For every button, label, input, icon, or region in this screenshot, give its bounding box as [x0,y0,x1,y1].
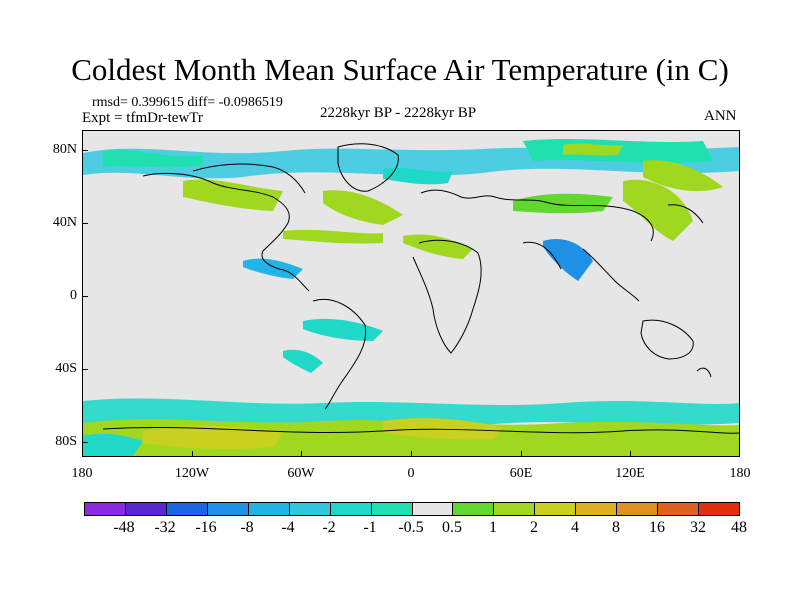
colorbar-label: -1 [363,519,377,536]
colorbar-swatch [494,503,536,515]
lon-label-0: 0 [407,466,415,481]
lon-tick [411,451,412,457]
colorbar [84,502,740,516]
lat-label-80n: 80N [52,142,77,157]
lon-label-60e: 60E [509,466,533,481]
colorbar-swatch [576,503,618,515]
colorbar-label: 16 [649,519,665,536]
colorbar-label: 4 [571,519,579,536]
world-map [83,139,739,456]
colorbar-swatch [330,503,372,515]
lat-tick [82,296,88,297]
season-label: ANN [704,108,737,124]
colorbar-label: -16 [195,519,217,536]
lon-label-120w: 120W [174,466,210,481]
colorbar-swatch [617,503,659,515]
colorbar-swatch [412,503,454,515]
stats-label: rmsd= 0.399615 diff= -0.0986519 [92,95,283,110]
colorbar-label: -48 [113,519,135,536]
chart-title: Coldest Month Mean Surface Air Temperatu… [71,52,729,87]
colorbar-label: -4 [281,519,295,536]
lat-label-80s: 80S [55,434,77,449]
lat-tick [82,442,88,443]
colorbar-label: 32 [690,519,706,536]
colorbar-swatch [289,503,331,515]
colorbar-swatch [125,503,167,515]
lon-label-60w: 60W [287,466,315,481]
lon-label-180w: 180 [71,466,93,481]
colorbar-label: 8 [612,519,620,536]
colorbar-label: -8 [240,519,254,536]
colorbar-swatch [453,503,495,515]
lon-tick [192,451,193,457]
colorbar-label: -2 [322,519,336,536]
colorbar-label: 2 [530,519,538,536]
coastlines [102,143,739,434]
colorbar-label: -0.5 [398,519,424,536]
lon-tick [521,451,522,457]
colorbar-swatch [248,503,290,515]
colorbar-swatch [371,503,413,515]
colorbar-label: 1 [489,519,497,536]
lat-tick [82,223,88,224]
anomaly-patches [83,139,739,456]
map-panel [82,130,740,457]
colorbar-swatch [166,503,208,515]
lon-label-120e: 120E [615,466,645,481]
period-label: 2228kyr BP - 2228kyr BP [320,105,477,121]
lat-tick [82,150,88,151]
lat-label-0: 0 [70,288,77,303]
colorbar-swatch [699,503,739,515]
experiment-label: Expt = tfmDr-tewTr [82,110,203,126]
colorbar-swatch [535,503,577,515]
colorbar-swatch [207,503,249,515]
colorbar-swatch [85,503,126,515]
colorbar-label: -32 [154,519,176,536]
lon-tick [630,451,631,457]
lon-label-180e: 180 [729,466,751,481]
lat-tick [82,369,88,370]
lon-tick [301,451,302,457]
colorbar-label: 48 [731,519,747,536]
lat-label-40n: 40N [52,215,77,230]
colorbar-swatch [658,503,700,515]
colorbar-label: 0.5 [442,519,462,536]
lat-label-40s: 40S [55,361,77,376]
